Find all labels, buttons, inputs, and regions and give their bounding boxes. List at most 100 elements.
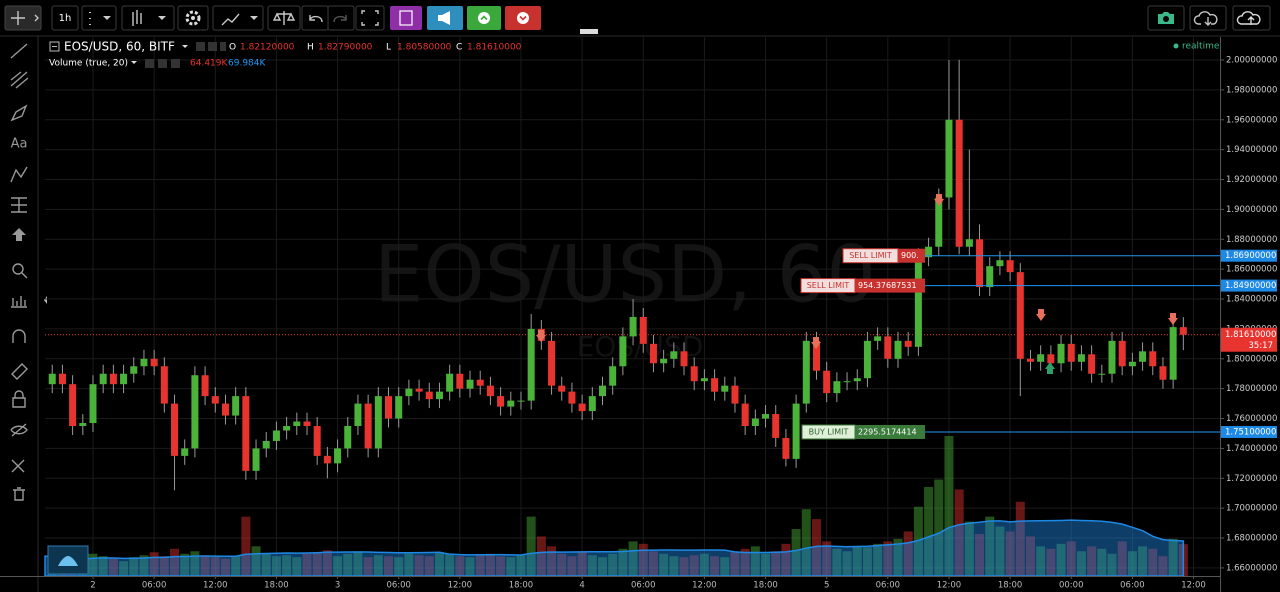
volume-bar — [1158, 556, 1168, 576]
trash-tool[interactable] — [13, 487, 25, 501]
candle-body — [670, 351, 678, 359]
lock-tool[interactable] — [12, 390, 26, 408]
candle-body — [649, 343, 657, 364]
prediction-tool[interactable] — [11, 197, 27, 213]
volume-bar — [801, 509, 811, 576]
legend-key: H — [307, 43, 314, 53]
candle-body — [191, 375, 199, 449]
legend-icon[interactable] — [220, 42, 226, 51]
volume-bar — [271, 556, 281, 576]
cube-icon — [399, 10, 413, 26]
volume-bar — [608, 553, 618, 576]
caret — [250, 16, 258, 20]
volume-bar — [1168, 538, 1178, 576]
trendline-tool[interactable] — [10, 43, 28, 59]
candle-body — [211, 396, 219, 404]
candle-body — [242, 396, 250, 471]
legend-value: 1.82120000 — [240, 43, 295, 53]
x-tick-label: 12:00 — [937, 581, 962, 591]
legend-icon[interactable] — [196, 42, 205, 51]
fullscreen-button[interactable] — [355, 5, 385, 31]
measure-tool[interactable] — [11, 296, 27, 308]
brush-tool[interactable] — [10, 104, 28, 122]
candle-body — [812, 340, 820, 371]
candle-body — [853, 378, 861, 382]
order-price: 1.86900000 — [1225, 251, 1276, 261]
symbol-title: EOS/USD, 60, BITF — [64, 40, 175, 54]
candle-body — [741, 403, 749, 427]
volume-bar — [1087, 546, 1097, 576]
x-tick-label: 18:00 — [753, 581, 778, 591]
volume-bar — [1005, 531, 1015, 576]
volume-bar — [557, 553, 567, 576]
stay-drawing-tool[interactable] — [11, 363, 28, 380]
order-qty-box[interactable] — [855, 278, 925, 293]
y-tick-label: 1.92000000 — [1226, 175, 1277, 185]
volume-bar — [924, 486, 934, 576]
sell-marker — [1168, 313, 1178, 325]
volume-bar — [231, 556, 241, 576]
candle-body — [221, 403, 229, 416]
collapse-arrow[interactable] — [44, 296, 47, 304]
candle-body — [99, 373, 107, 385]
hide-tool[interactable] — [10, 423, 28, 437]
collapse-tab[interactable] — [580, 29, 598, 34]
y-tick-label: 1.80000000 — [1226, 354, 1277, 364]
candle-body — [252, 448, 260, 471]
volume-bar — [638, 543, 648, 576]
volume-bar — [995, 526, 1005, 576]
text-tool[interactable]: Aa — [11, 137, 28, 152]
candle-body — [721, 385, 729, 392]
candle-body — [1139, 351, 1147, 362]
pattern-tool[interactable] — [10, 166, 28, 183]
candle-body — [293, 421, 301, 427]
candle-body — [517, 400, 525, 402]
volume-bar — [842, 551, 852, 576]
candle-body — [69, 384, 77, 427]
y-tick-label: 1.72000000 — [1226, 474, 1277, 484]
x-tick-label: 12:00 — [448, 581, 473, 591]
redo-button[interactable] — [327, 5, 355, 31]
candle-body — [914, 257, 922, 347]
candle-body — [1077, 354, 1085, 362]
volume-bar — [394, 557, 404, 576]
candle-body — [160, 366, 168, 404]
pitchfork-tool[interactable] — [10, 71, 29, 89]
indicators-button[interactable] — [212, 5, 264, 31]
chart-type-button[interactable] — [121, 5, 175, 31]
volume-bar — [210, 557, 220, 576]
candle-body — [272, 430, 280, 441]
candle-body — [527, 328, 535, 401]
order-qty: 900. — [901, 251, 919, 260]
collapse-legend[interactable] — [49, 41, 60, 52]
volume-bar — [200, 555, 210, 576]
order-qty-box[interactable] — [898, 248, 925, 263]
magnet-tool[interactable] — [12, 329, 26, 343]
candle-body — [904, 340, 912, 347]
purple-button[interactable] — [390, 6, 422, 30]
zoom-tool[interactable] — [12, 263, 24, 275]
candle-body — [486, 385, 494, 397]
legend-icon[interactable] — [208, 42, 217, 51]
candle-body — [639, 316, 647, 344]
legend-icon[interactable] — [171, 59, 180, 68]
candle-body — [334, 448, 342, 464]
candle-body — [303, 421, 311, 427]
legend-icon[interactable] — [158, 59, 167, 68]
order-qty-box[interactable] — [855, 424, 925, 439]
legend-icon[interactable] — [145, 59, 154, 68]
candle-body — [150, 358, 158, 367]
candle-body — [986, 266, 994, 288]
interval-menu[interactable] — [81, 5, 117, 31]
y-tick-label: 1.88000000 — [1226, 235, 1277, 245]
volume-bar — [740, 548, 750, 576]
sell-marker — [536, 330, 546, 342]
sell-marker — [934, 194, 944, 206]
interval-button[interactable] — [51, 5, 79, 31]
candle-body — [802, 340, 810, 404]
remove-tools[interactable] — [11, 459, 25, 473]
volume-bar — [669, 556, 679, 576]
arrow-tool[interactable] — [12, 228, 26, 241]
undo-button[interactable] — [301, 5, 329, 31]
candle-body — [1108, 340, 1116, 374]
